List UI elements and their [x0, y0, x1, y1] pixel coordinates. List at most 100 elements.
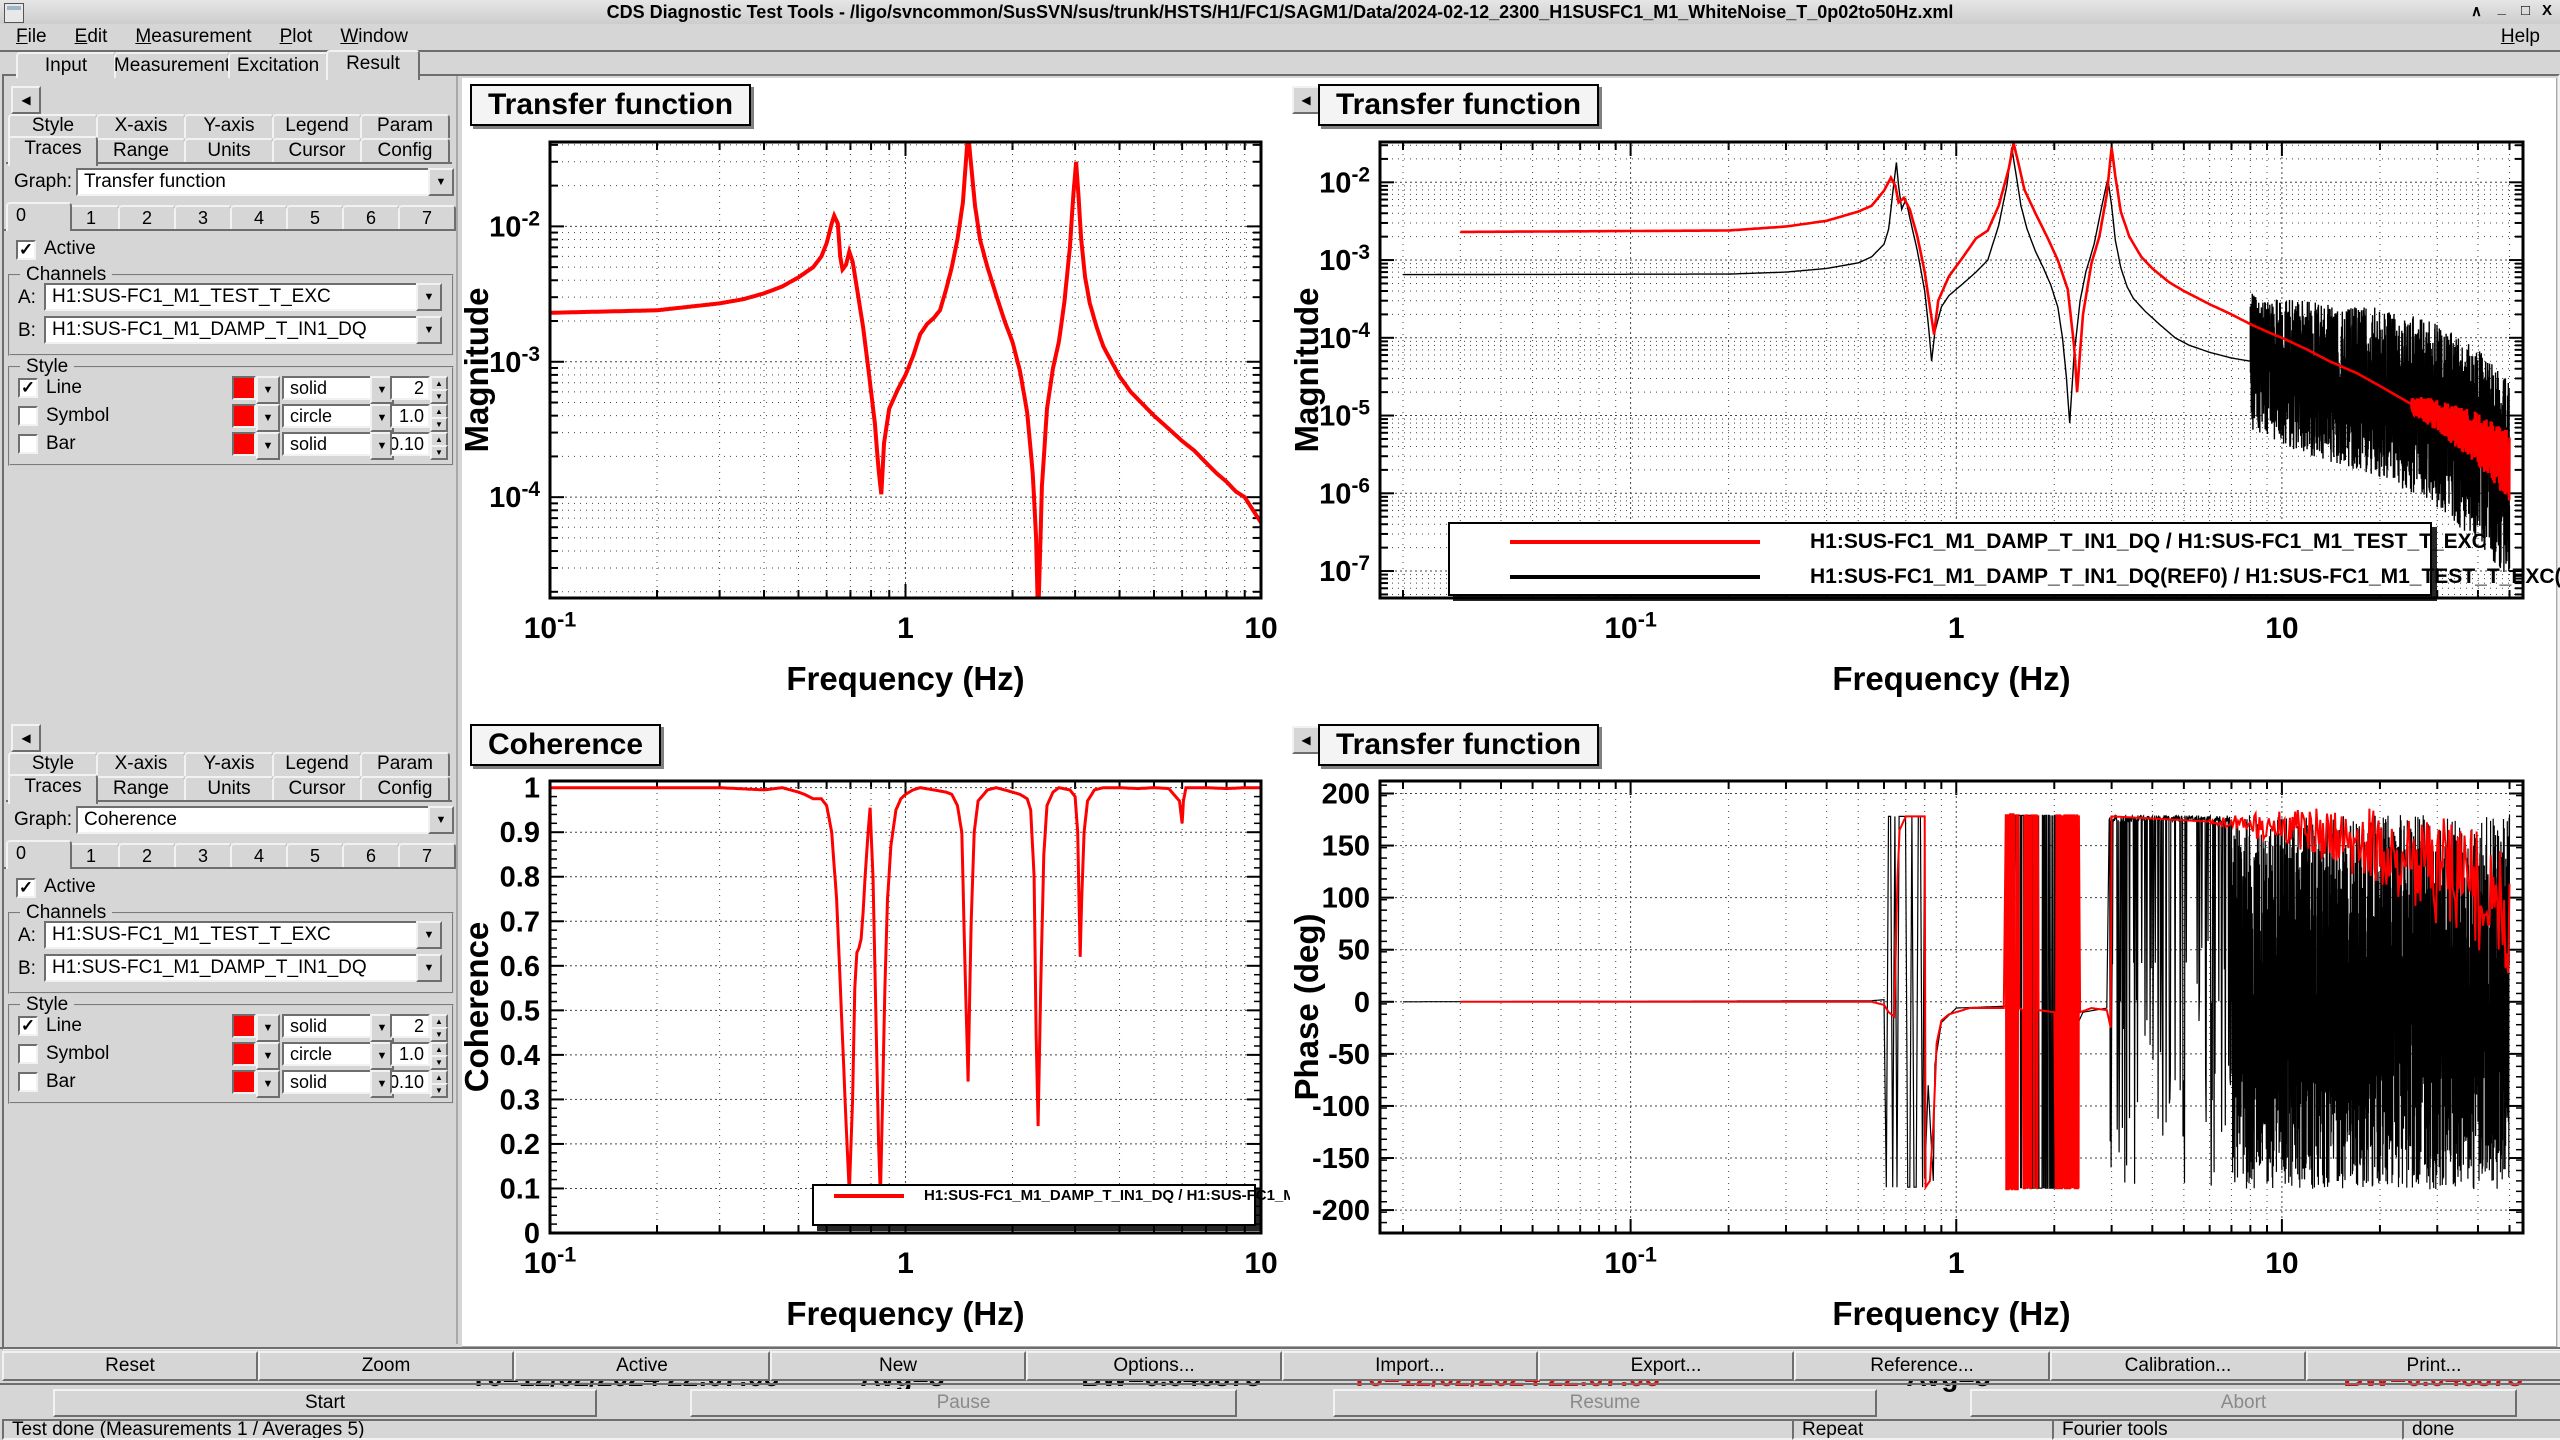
toolbar-new-button[interactable]: New — [770, 1351, 1026, 1381]
toolbar-zoom-button[interactable]: Zoom — [258, 1351, 514, 1381]
toolbar-export-button[interactable]: Export... — [1538, 1351, 1794, 1381]
toolbar-import-button[interactable]: Import... — [1282, 1351, 1538, 1381]
channel-b-select[interactable]: H1:SUS-FC1_M1_DAMP_T_IN1_DQ — [44, 954, 424, 982]
tab-range[interactable]: Range — [96, 776, 186, 802]
trace-tab-2[interactable]: 2 — [118, 205, 176, 231]
symbol-width-spinner[interactable]: 1.0 — [390, 404, 430, 428]
line-checkbox[interactable]: ✓ — [18, 378, 38, 398]
toolbar-reference-button[interactable]: Reference... — [1794, 1351, 2050, 1381]
symbol-checkbox[interactable] — [18, 1044, 38, 1064]
menu-help[interactable]: Help — [2500, 26, 2540, 47]
tab-legend[interactable]: Legend — [272, 752, 362, 776]
tab-units[interactable]: Units — [184, 776, 274, 802]
window-shade-button[interactable]: ∧ — [2471, 3, 2482, 20]
collapse-panel-button[interactable]: ◀ — [1292, 726, 1320, 754]
menu-measurement[interactable]: Measurement — [135, 26, 252, 47]
trace-tab-3[interactable]: 3 — [174, 843, 232, 869]
graph-select-dropdown-icon[interactable]: ▼ — [428, 168, 454, 196]
line-color-swatch[interactable] — [232, 1014, 256, 1038]
bar-color-dropdown-icon[interactable]: ▼ — [256, 1070, 280, 1098]
bar-style-select[interactable]: solid — [282, 432, 376, 456]
tab-style[interactable]: Style — [8, 114, 98, 138]
tab-measurement[interactable]: Measurement — [114, 52, 230, 78]
active-checkbox[interactable]: ✓ — [16, 240, 36, 260]
tab-config[interactable]: Config — [360, 776, 450, 802]
line-width-spinner[interactable]: 2 — [390, 1014, 430, 1038]
symbol-width-spinner-down-icon[interactable]: ▼ — [430, 1055, 448, 1070]
trace-tab-4[interactable]: 4 — [230, 843, 288, 869]
symbol-style-select[interactable]: circle — [282, 404, 376, 428]
tab-y-axis[interactable]: Y-axis — [184, 752, 274, 776]
line-width-spinner-down-icon[interactable]: ▼ — [430, 1027, 448, 1042]
tab-units[interactable]: Units — [184, 138, 274, 164]
toolbar-reset-button[interactable]: Reset — [2, 1351, 258, 1381]
symbol-width-spinner[interactable]: 1.0 — [390, 1042, 430, 1066]
menu-file[interactable]: File — [16, 26, 47, 47]
tab-traces[interactable]: Traces — [8, 774, 98, 804]
bar-style-select[interactable]: solid — [282, 1070, 376, 1094]
channel-b-select-dropdown-icon[interactable]: ▼ — [416, 954, 442, 982]
symbol-style-select[interactable]: circle — [282, 1042, 376, 1066]
bar-checkbox[interactable] — [18, 434, 38, 454]
symbol-color-swatch[interactable] — [232, 404, 256, 428]
toolbar-options-button[interactable]: Options... — [1026, 1351, 1282, 1381]
tab-param[interactable]: Param — [360, 752, 450, 776]
channel-b-select-dropdown-icon[interactable]: ▼ — [416, 316, 442, 344]
tab-cursor[interactable]: Cursor — [272, 776, 362, 802]
bar-checkbox[interactable] — [18, 1072, 38, 1092]
tab-cursor[interactable]: Cursor — [272, 138, 362, 164]
menu-window[interactable]: Window — [340, 26, 408, 47]
run-start-button[interactable]: Start — [53, 1389, 597, 1417]
channel-b-select[interactable]: H1:SUS-FC1_M1_DAMP_T_IN1_DQ — [44, 316, 424, 344]
trace-tab-4[interactable]: 4 — [230, 205, 288, 231]
tab-traces[interactable]: Traces — [8, 136, 98, 166]
bar-color-swatch[interactable] — [232, 1070, 256, 1094]
symbol-color-dropdown-icon[interactable]: ▼ — [256, 404, 280, 432]
tab-x-axis[interactable]: X-axis — [96, 114, 186, 138]
tab-x-axis[interactable]: X-axis — [96, 752, 186, 776]
menu-plot[interactable]: Plot — [279, 26, 313, 47]
line-width-spinner[interactable]: 2 — [390, 376, 430, 400]
tab-result[interactable]: Result — [326, 50, 420, 80]
symbol-checkbox[interactable] — [18, 406, 38, 426]
toolbar-print-button[interactable]: Print... — [2306, 1351, 2560, 1381]
toolbar-active-button[interactable]: Active — [514, 1351, 770, 1381]
trace-tab-5[interactable]: 5 — [286, 843, 344, 869]
trace-tab-7[interactable]: 7 — [398, 205, 456, 231]
trace-tab-0[interactable]: 0 — [6, 840, 72, 869]
line-color-swatch[interactable] — [232, 376, 256, 400]
line-color-dropdown-icon[interactable]: ▼ — [256, 1014, 280, 1042]
tab-y-axis[interactable]: Y-axis — [184, 114, 274, 138]
symbol-width-spinner-down-icon[interactable]: ▼ — [430, 417, 448, 432]
bar-color-dropdown-icon[interactable]: ▼ — [256, 432, 280, 460]
channel-a-select[interactable]: H1:SUS-FC1_M1_TEST_T_EXC — [44, 283, 424, 311]
tab-range[interactable]: Range — [96, 138, 186, 164]
bar-width-spinner-down-icon[interactable]: ▼ — [430, 445, 448, 460]
trace-tab-2[interactable]: 2 — [118, 843, 176, 869]
graph-select[interactable]: Coherence — [76, 806, 436, 834]
channel-a-select[interactable]: H1:SUS-FC1_M1_TEST_T_EXC — [44, 921, 424, 949]
tab-input[interactable]: Input — [16, 52, 116, 78]
channel-a-select-dropdown-icon[interactable]: ▼ — [416, 283, 442, 311]
trace-tab-3[interactable]: 3 — [174, 205, 232, 231]
tab-excitation[interactable]: Excitation — [228, 52, 328, 78]
menu-edit[interactable]: Edit — [74, 26, 108, 47]
window-maximize-button[interactable]: □ — [2520, 2, 2530, 19]
channel-a-select-dropdown-icon[interactable]: ▼ — [416, 921, 442, 949]
active-checkbox[interactable]: ✓ — [16, 878, 36, 898]
tab-style[interactable]: Style — [8, 752, 98, 776]
trace-tab-5[interactable]: 5 — [286, 205, 344, 231]
window-minimize-button[interactable]: _ — [2497, 0, 2506, 17]
tab-param[interactable]: Param — [360, 114, 450, 138]
tab-config[interactable]: Config — [360, 138, 450, 164]
bar-width-spinner[interactable]: 0.10 — [390, 1070, 430, 1094]
symbol-color-swatch[interactable] — [232, 1042, 256, 1066]
window-close-button[interactable]: X — [2541, 2, 2552, 19]
toolbar-calibration-button[interactable]: Calibration... — [2050, 1351, 2306, 1381]
line-color-dropdown-icon[interactable]: ▼ — [256, 376, 280, 404]
trace-tab-6[interactable]: 6 — [342, 205, 400, 231]
line-width-spinner-down-icon[interactable]: ▼ — [430, 389, 448, 404]
collapse-panel-button[interactable]: ◀ — [1292, 86, 1320, 114]
line-style-select[interactable]: solid — [282, 1014, 376, 1038]
trace-tab-0[interactable]: 0 — [6, 202, 72, 231]
